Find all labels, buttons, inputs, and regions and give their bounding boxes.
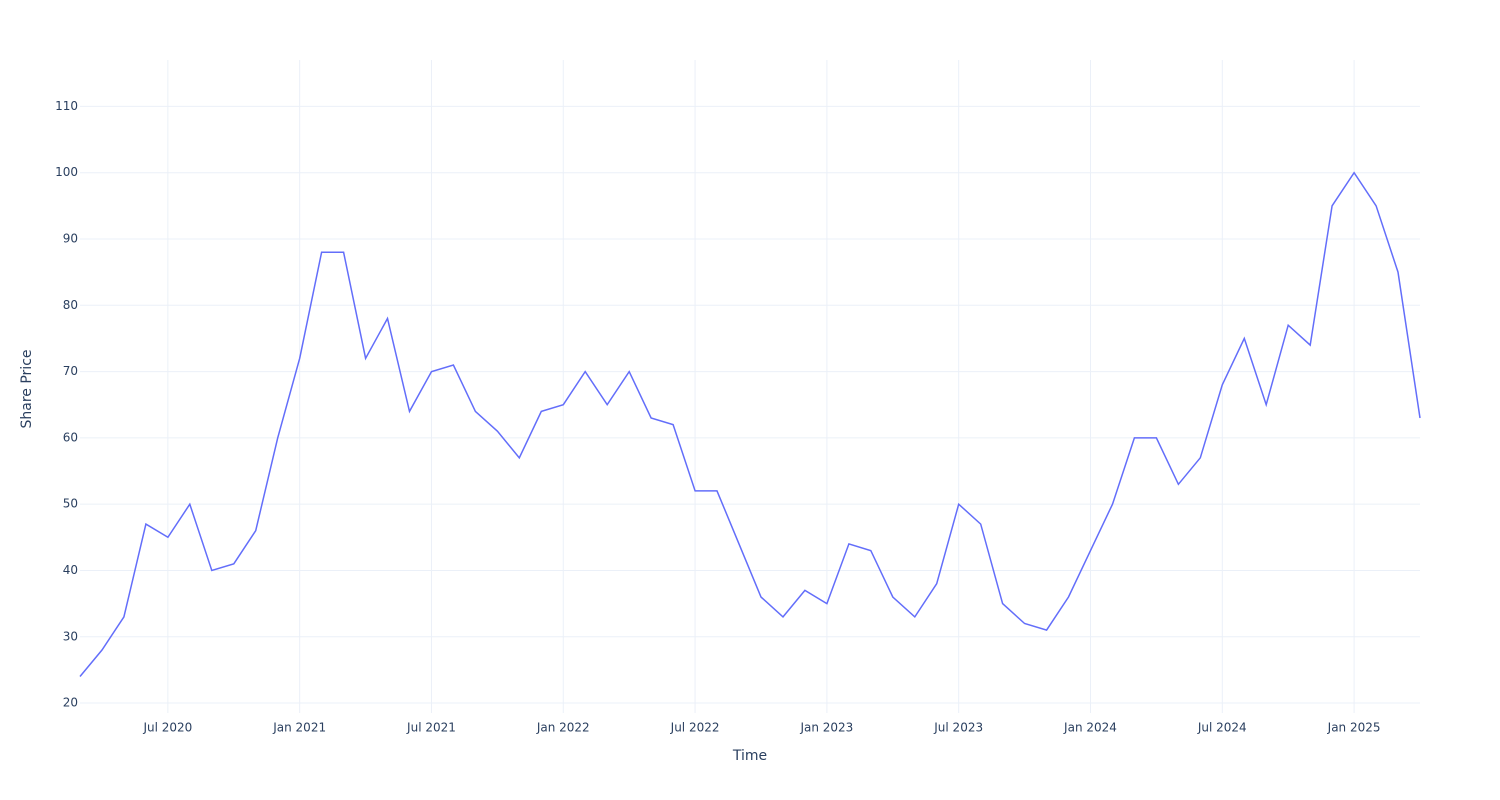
y-tick-label: 100 bbox=[55, 165, 78, 179]
x-tick-label: Jan 2021 bbox=[272, 721, 326, 735]
x-axis-title: Time bbox=[732, 748, 767, 764]
x-tick-label: Jul 2024 bbox=[1197, 721, 1247, 735]
y-tick-label: 30 bbox=[63, 629, 78, 643]
line-series bbox=[79, 171, 1421, 677]
x-tick-label: Jan 2025 bbox=[1327, 721, 1381, 735]
y-tick-label: 110 bbox=[55, 99, 78, 113]
x-tick-label: Jul 2022 bbox=[670, 721, 720, 735]
x-tick-label: Jan 2022 bbox=[536, 721, 590, 735]
x-tick-label: Jul 2023 bbox=[933, 721, 983, 735]
y-tick-label: 40 bbox=[63, 563, 78, 577]
y-tick-label: 20 bbox=[63, 696, 78, 710]
y-tick-label: 80 bbox=[63, 298, 78, 312]
y-tick-label: 90 bbox=[63, 231, 78, 245]
x-tick-label: Jul 2020 bbox=[142, 721, 192, 735]
y-tick-label: 50 bbox=[63, 497, 78, 511]
x-tick-label: Jan 2023 bbox=[799, 721, 853, 735]
x-tick-label: Jan 2024 bbox=[1063, 721, 1117, 735]
y-tick-label: 70 bbox=[63, 364, 78, 378]
y-axis-title: Share Price bbox=[19, 349, 35, 428]
y-tick-label: 60 bbox=[63, 430, 78, 444]
x-tick-label: Jul 2021 bbox=[406, 721, 456, 735]
